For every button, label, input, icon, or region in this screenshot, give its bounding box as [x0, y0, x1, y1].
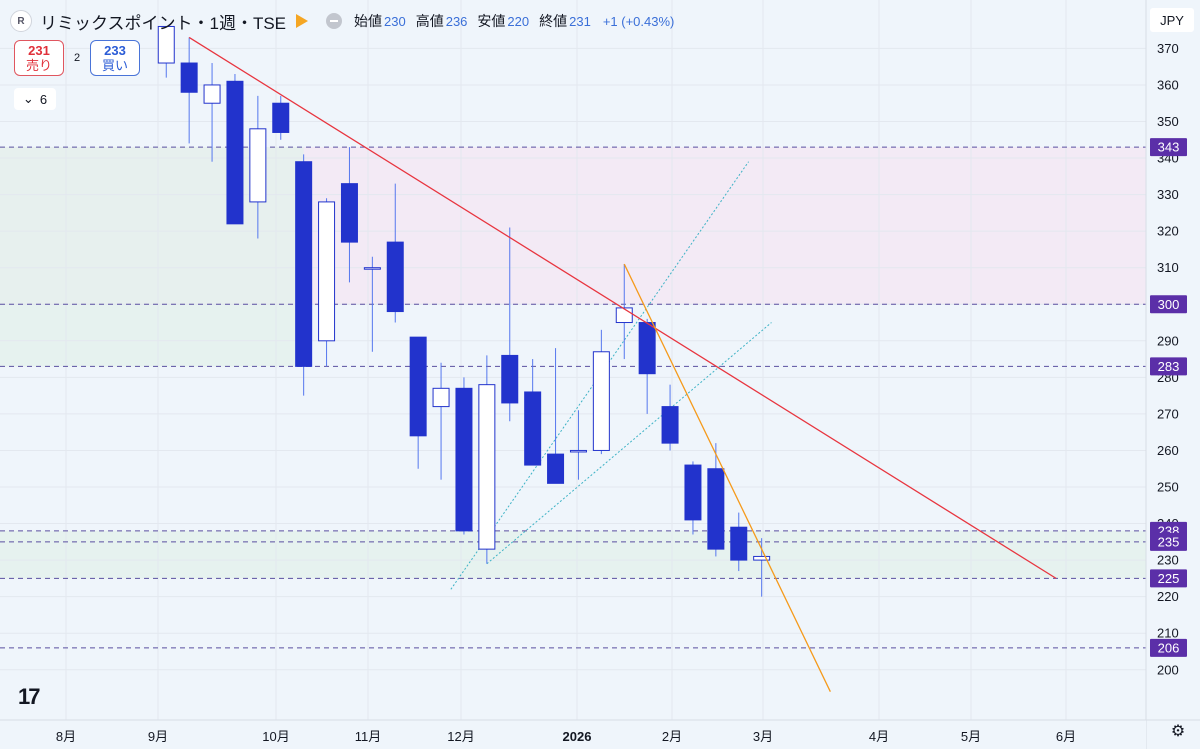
candle-body-6	[295, 161, 313, 367]
candle-body-3	[226, 80, 244, 225]
trade-panel: 231 売り 2 233 買い	[14, 40, 140, 76]
close-value: 231	[569, 13, 591, 29]
level-tag-206	[1150, 638, 1187, 657]
y-tick-label: 260	[1157, 443, 1179, 458]
level-tag-label-300: 300	[1158, 297, 1180, 312]
high-value: 236	[445, 13, 468, 29]
tradingview-logo-icon[interactable]: 17	[18, 684, 41, 709]
candle-body-20	[615, 307, 633, 324]
candle-body-4	[249, 128, 267, 203]
x-tick-label: 11月	[355, 729, 382, 744]
candle-body-13	[455, 387, 473, 532]
open-value: 230	[384, 13, 406, 29]
level-tag-300	[1150, 295, 1187, 314]
level-tag-343	[1150, 138, 1187, 157]
y-tick-label: 330	[1157, 187, 1179, 202]
close-label: 終値	[539, 13, 568, 29]
buy-button[interactable]: 233 買い	[90, 40, 140, 76]
level-tag-235	[1150, 532, 1187, 551]
currency-button[interactable]: JPY	[1150, 8, 1194, 32]
x-tick-label: 2月	[662, 729, 682, 744]
sell-price: 231	[28, 43, 50, 58]
x-tick-label: 8月	[56, 729, 76, 744]
y-tick-label: 370	[1157, 41, 1179, 56]
y-tick-label: 250	[1157, 480, 1179, 495]
candle-body-2	[203, 84, 221, 104]
candle-body-18	[569, 449, 587, 453]
candle-body-22	[661, 406, 679, 444]
candle-body-14	[478, 384, 496, 550]
candle-body-10	[386, 241, 404, 313]
chevron-down-icon: ⌄	[22, 91, 34, 106]
y-tick-label: 310	[1157, 260, 1179, 275]
trendline-orange	[623, 263, 831, 692]
candle-body-26	[753, 555, 771, 561]
level-tag-225	[1150, 569, 1187, 588]
y-tick-label: 220	[1157, 589, 1179, 604]
low-label: 安値	[477, 13, 506, 29]
candle-body-16	[524, 391, 542, 466]
indicators-toggle[interactable]: ⌄ 6	[14, 88, 56, 110]
candle-body-9	[363, 267, 381, 270]
level-tag-283	[1150, 357, 1187, 376]
candle-body-24	[707, 468, 725, 550]
low-value: 220	[507, 13, 530, 29]
candle-body-15	[501, 354, 519, 404]
x-tick-label: 6月	[1056, 729, 1076, 744]
y-tick-label: 360	[1157, 77, 1179, 92]
y-tick-label: 350	[1157, 114, 1179, 129]
level-tag-label-206: 206	[1158, 640, 1180, 655]
x-tick-label: 10月	[262, 729, 289, 744]
y-tick-label: 230	[1157, 553, 1179, 568]
level-tag-label-283: 283	[1158, 359, 1180, 374]
x-tick-label: 4月	[869, 729, 889, 744]
candle-body-12	[432, 387, 450, 408]
x-tick-label: 5月	[961, 729, 981, 744]
x-tick-label: 2026	[563, 729, 592, 744]
candle-body-25	[730, 526, 748, 561]
symbol-logo-icon: R	[10, 10, 32, 32]
candle-body-23	[684, 464, 702, 521]
change-value: +1 (+0.43%)	[602, 13, 675, 29]
gear-icon[interactable]: ⚙	[1170, 723, 1186, 740]
x-tick-label: 9月	[148, 729, 168, 744]
sell-button[interactable]: 231 売り	[14, 40, 64, 76]
candle-body-11	[409, 336, 427, 437]
buy-label: 買い	[101, 58, 128, 73]
candle-body-7	[318, 201, 336, 342]
candle-body-21	[638, 322, 656, 375]
candle-body-5	[272, 102, 290, 133]
level-tag-label-343: 343	[1158, 140, 1180, 155]
open-label: 始値	[354, 13, 383, 29]
y-tick-label: 210	[1157, 626, 1179, 641]
x-tick-label: 3月	[753, 729, 773, 744]
level-tag-label-235: 235	[1158, 534, 1180, 549]
chart-header: R リミックスポイント・1週・TSE 始値 230 高値 236 安値 220 …	[10, 8, 674, 34]
indicators-count: 6	[39, 91, 48, 107]
candle-body-17	[547, 453, 565, 484]
level-tag-label-225: 225	[1158, 571, 1180, 586]
trendline-red	[188, 36, 1057, 579]
buy-price: 233	[104, 43, 126, 58]
candle-body-19	[592, 351, 610, 451]
y-tick-label: 270	[1157, 406, 1179, 421]
y-tick-label: 290	[1157, 333, 1179, 348]
y-tick-label: 320	[1157, 224, 1179, 239]
zone-green-1	[0, 530, 1146, 579]
candle-body-0	[157, 25, 175, 64]
candle-body-1	[180, 62, 198, 93]
sell-label: 売り	[25, 58, 52, 73]
y-tick-label: 200	[1157, 662, 1179, 677]
time-axis-background	[0, 720, 1146, 749]
flag-icon[interactable]	[296, 14, 309, 28]
x-tick-label: 12月	[447, 729, 474, 744]
spread-value: 2	[73, 52, 81, 64]
candle-body-8	[340, 183, 358, 243]
high-label: 高値	[415, 13, 444, 29]
market-status-icon	[326, 13, 343, 29]
symbol-title[interactable]: リミックスポイント・1週・TSE	[40, 13, 287, 33]
